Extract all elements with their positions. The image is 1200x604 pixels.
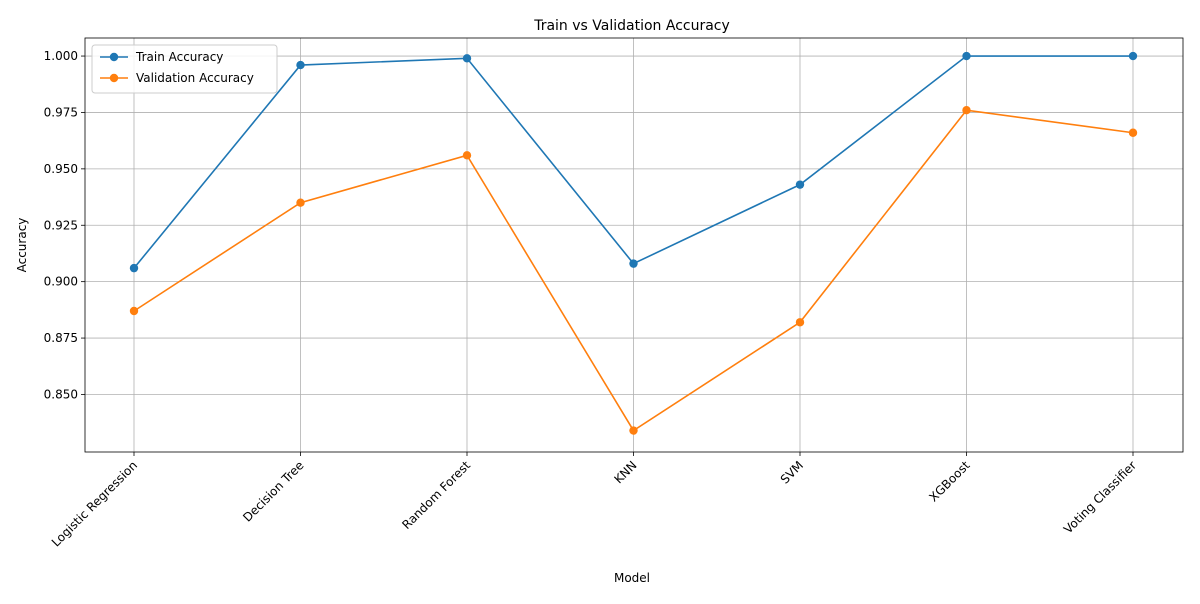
- y-tick-label: 1.000: [44, 49, 78, 63]
- y-tick-label: 0.950: [44, 162, 78, 176]
- y-tick-label: 0.850: [44, 387, 78, 401]
- data-point: [296, 60, 305, 70]
- grid: [85, 38, 1183, 452]
- legend-marker: [109, 73, 119, 83]
- legend-item: Train Accuracy: [100, 50, 223, 64]
- legend-marker: [109, 52, 119, 62]
- data-point: [629, 426, 638, 435]
- legend-label: Train Accuracy: [135, 50, 223, 64]
- series-validation-accuracy: [129, 105, 1138, 435]
- data-point: [629, 259, 638, 268]
- y-tick-label: 0.875: [44, 331, 78, 345]
- series-layer: [129, 51, 1138, 435]
- data-point: [129, 263, 139, 273]
- data-point: [296, 198, 305, 207]
- x-axis-label: Model: [614, 571, 650, 585]
- data-point: [462, 151, 472, 160]
- y-tick-label: 0.975: [44, 105, 78, 119]
- y-tick-label: 0.925: [44, 218, 78, 232]
- legend-box: [91, 44, 278, 94]
- legend-label: Validation Accuracy: [136, 71, 254, 85]
- data-point: [129, 306, 139, 316]
- y-tick-label: 0.900: [44, 275, 78, 289]
- legend-item: Validation Accuracy: [100, 71, 254, 85]
- data-point: [962, 105, 971, 115]
- data-point: [1128, 128, 1138, 137]
- data-point: [1128, 51, 1138, 61]
- data-point: [795, 180, 805, 189]
- plot-frame: [84, 37, 1184, 453]
- legend: Train Accuracy Validation Accuracy: [91, 44, 278, 94]
- data-point: [962, 51, 971, 61]
- chart-title: Train vs Validation Accuracy: [533, 18, 730, 34]
- y-axis-label: Accuracy: [15, 218, 29, 273]
- series-train-accuracy: [129, 51, 1138, 273]
- data-point: [462, 54, 472, 63]
- data-point: [795, 318, 805, 327]
